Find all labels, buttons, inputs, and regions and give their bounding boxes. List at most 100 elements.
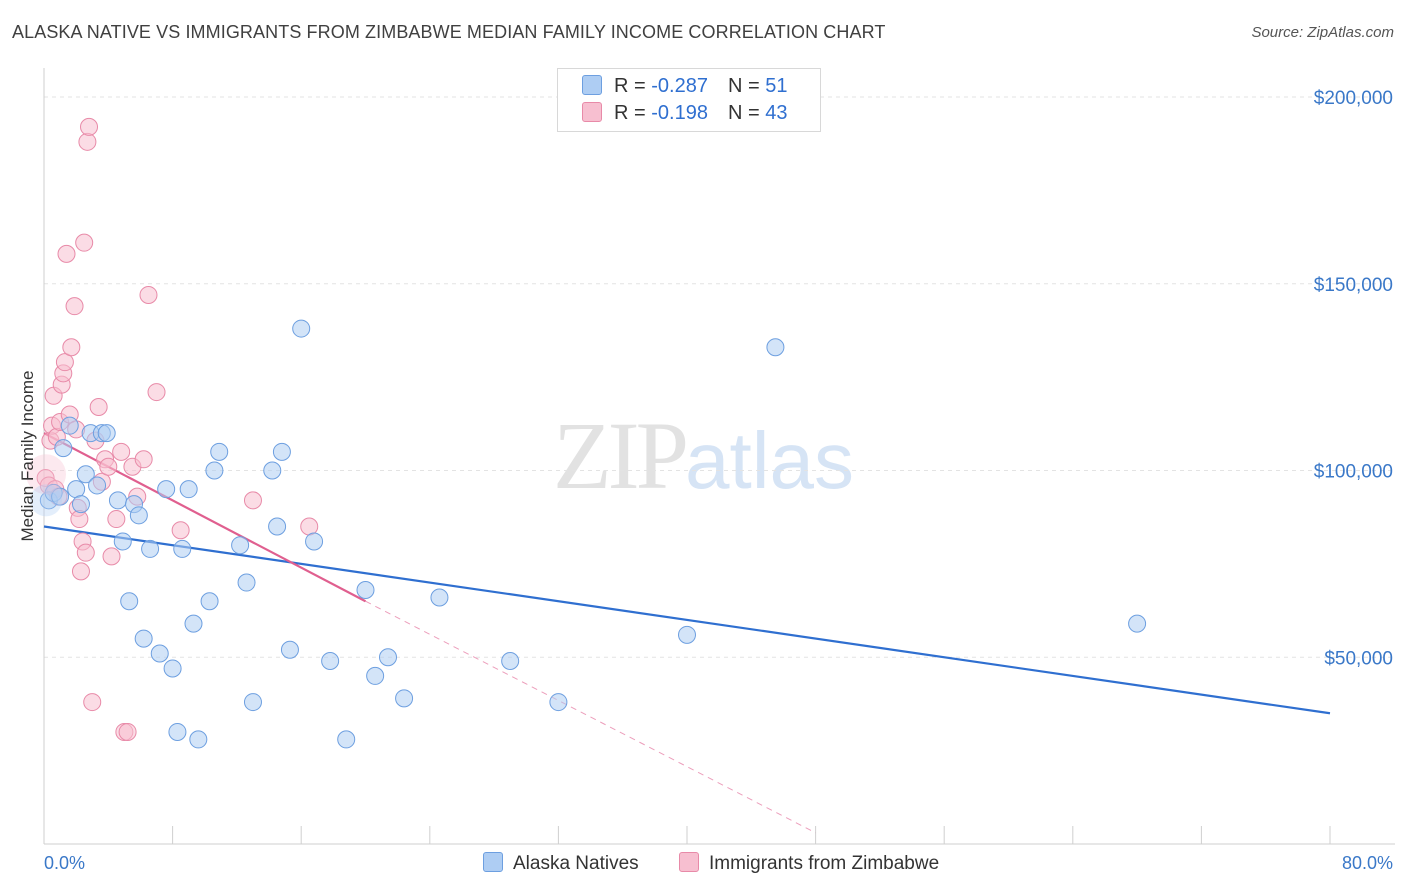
legend-r-value: -0.287: [651, 75, 708, 97]
alaska-native-point: [113, 532, 132, 551]
chart-title: ALASKA NATIVE VS IMMIGRANTS FROM ZIMBABW…: [12, 22, 886, 42]
zimbabwe-point: [99, 457, 118, 476]
alaska-native-point: [120, 592, 139, 611]
legend-swatch-pink: [679, 852, 699, 872]
zimbabwe-point: [107, 510, 126, 529]
alaska-native-point: [678, 625, 696, 644]
legend-swatch-blue: [582, 75, 602, 95]
alaska-native-point: [97, 424, 116, 443]
legend-r-label: R =: [614, 102, 652, 124]
legend-r-label: R =: [614, 75, 652, 97]
alaska-native-point: [71, 495, 90, 514]
zipatlas-watermark: ZIPatlas: [553, 400, 854, 511]
axes: [43, 68, 1395, 845]
trend-line-alaska: [43, 525, 1331, 715]
alaska-native-point: [395, 689, 414, 708]
alaska-native-point: [173, 539, 192, 558]
alaska-native-point: [210, 442, 229, 461]
zimbabwe-point: [80, 117, 99, 136]
legend-r-value: -0.198: [651, 102, 708, 124]
zimbabwe-point: [62, 338, 81, 357]
alaska-native-point: [321, 651, 340, 670]
alaska-native-point: [280, 640, 299, 659]
legend-n-label: N =: [727, 102, 766, 124]
zimbabwe-cluster-point: [26, 454, 66, 495]
alaska-native-point: [231, 536, 250, 555]
zimbabwe-point: [65, 297, 84, 316]
zimbabwe-point: [171, 521, 190, 540]
alaska-native-point: [51, 487, 70, 506]
alaska-native-cluster-point: [30, 484, 62, 517]
legend-n-value: 43: [765, 102, 788, 124]
alaska-native-point: [88, 476, 107, 495]
stats-legend: R = -0.287 N = 51 R = -0.198 N = 43: [557, 68, 821, 132]
alaska-native-point: [150, 644, 169, 663]
alaska-native-point: [129, 506, 148, 525]
legend-row-zimbabwe: R = -0.198 N = 43: [582, 102, 787, 128]
y-tick-label: $50,000: [1324, 648, 1393, 669]
x-tick-label-min: 0.0%: [44, 853, 85, 873]
alaska-native-point: [141, 539, 160, 558]
legend-label-zimbabwe: Immigrants from Zimbabwe: [709, 853, 940, 874]
watermark-atlas: atlas: [685, 416, 854, 505]
zimbabwe-point: [102, 547, 121, 566]
legend-n-value: 51: [765, 75, 788, 97]
y-tick-label: $100,000: [1314, 462, 1393, 483]
legend-swatch-blue: [483, 852, 503, 872]
zimbabwe-point: [139, 285, 158, 304]
alaska-native-point: [54, 439, 73, 458]
zimbabwe-point: [147, 383, 166, 402]
alaska-native-point: [366, 666, 385, 685]
zimbabwe-point: [78, 132, 97, 151]
alaska-native-point: [292, 319, 311, 338]
zimbabwe-point: [55, 353, 74, 372]
chart-source: Source: ZipAtlas.com: [1251, 24, 1394, 41]
legend-row-alaska: R = -0.287 N = 51: [582, 75, 787, 101]
legend-swatch-pink: [582, 102, 602, 122]
alaska-native-point: [179, 480, 198, 499]
axis-labels: $50,000 $100,000 $150,000 $200,000 0.0% 80.0%…: [18, 88, 1393, 873]
alaska-native-point: [501, 651, 520, 670]
alaska-native-point: [184, 614, 203, 633]
zimbabwe-point: [70, 510, 89, 529]
legend-item-alaska-natives: Alaska Natives: [483, 852, 639, 875]
alaska-native-point: [200, 592, 219, 611]
legend-item-zimbabwe: Immigrants from Zimbabwe: [679, 852, 939, 875]
alaska-native-point: [67, 480, 86, 499]
alaska-native-point: [263, 461, 282, 480]
alaska-native-point: [430, 588, 449, 607]
zimbabwe-point: [300, 517, 319, 536]
alaska-native-point: [60, 416, 79, 435]
y-axis-title: Median Family Income: [18, 370, 37, 541]
alaska-native-point: [237, 573, 256, 592]
zimbabwe-point: [76, 543, 95, 562]
alaska-native-point: [356, 581, 375, 600]
grid-lines: [44, 96, 1395, 658]
trend-line-zimbabwe: [43, 432, 367, 603]
alaska-native-point: [268, 517, 287, 536]
alaska-native-point: [157, 480, 176, 499]
alaska-native-point: [272, 442, 291, 461]
legend-n-label: N =: [727, 75, 766, 97]
zimbabwe-point: [243, 491, 262, 510]
alaska-native-point: [108, 491, 127, 510]
alaska-native-point: [168, 722, 187, 741]
y-tick-label: $200,000: [1314, 88, 1393, 109]
alaska-native-point: [1128, 614, 1147, 633]
zimbabwe-point: [83, 693, 102, 712]
y-tick-label: $150,000: [1314, 275, 1393, 296]
zimbabwe-point: [57, 244, 76, 263]
alaska-native-point: [549, 693, 568, 712]
x-tick-label-max: 80.0%: [1342, 853, 1393, 873]
trend-line-extension: [365, 600, 816, 834]
alaska-native-point: [766, 338, 785, 357]
zimbabwe-point: [112, 442, 131, 461]
alaska-native-point: [243, 693, 262, 712]
alaska-native-point: [205, 461, 224, 480]
alaska-native-point: [337, 730, 356, 749]
alaska-native-point: [379, 648, 398, 667]
zimbabwe-point: [71, 562, 90, 581]
zimbabwe-point: [134, 450, 153, 469]
alaska-native-point: [305, 532, 324, 551]
